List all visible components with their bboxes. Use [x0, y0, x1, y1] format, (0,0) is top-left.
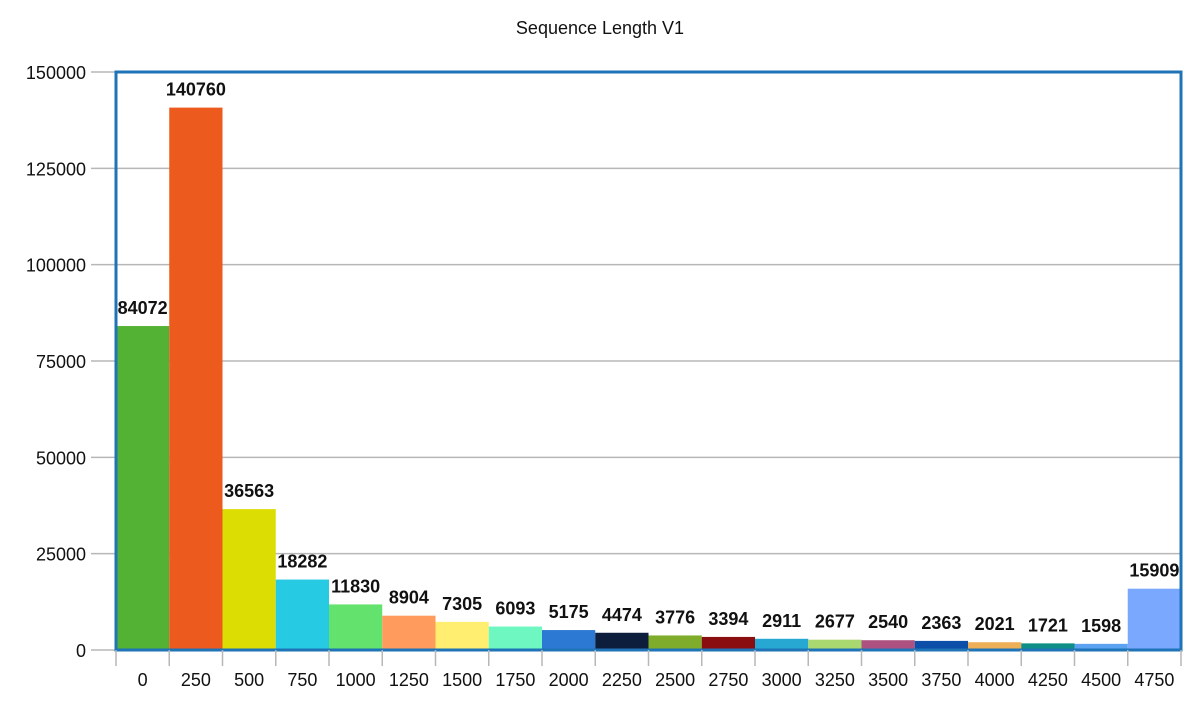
- x-tick-label: 4250: [1028, 670, 1068, 690]
- x-tick-label: 1500: [442, 670, 482, 690]
- bar-data-label: 2677: [815, 612, 855, 632]
- x-tick-label: 0: [138, 670, 148, 690]
- bar-data-label: 2911: [762, 611, 801, 631]
- bar: [1127, 588, 1181, 650]
- y-tick-label: 25000: [36, 545, 86, 565]
- bar: [542, 630, 596, 650]
- x-tick-label: 250: [181, 670, 211, 690]
- x-tick-label: 2250: [602, 670, 642, 690]
- x-tick-label: 3750: [921, 670, 961, 690]
- y-tick-label: 0: [76, 641, 86, 661]
- bar-data-label: 1598: [1081, 616, 1121, 636]
- x-tick-label: 1000: [336, 670, 376, 690]
- x-tick-label: 1750: [495, 670, 535, 690]
- bar: [914, 640, 968, 650]
- bar: [1021, 643, 1075, 650]
- bar: [1074, 643, 1128, 650]
- y-tick-label: 100000: [26, 256, 86, 276]
- bar-data-label: 7305: [442, 594, 482, 614]
- x-tick-label: 3500: [868, 670, 908, 690]
- bar-data-label: 3776: [655, 607, 695, 627]
- bar: [382, 615, 436, 650]
- bar: [648, 635, 702, 650]
- x-tick-label: 750: [287, 670, 317, 690]
- y-tick-label: 150000: [26, 63, 86, 83]
- x-tick-label: 4750: [1134, 670, 1174, 690]
- gridlines: [116, 71, 1181, 555]
- x-tick-label: 2750: [708, 670, 748, 690]
- bar: [275, 579, 329, 650]
- bar: [488, 626, 542, 650]
- bar: [861, 640, 915, 650]
- x-tick-label: 1250: [389, 670, 429, 690]
- bar-data-label: 6093: [495, 599, 535, 619]
- bar-data-label: 5175: [549, 602, 589, 622]
- bar: [808, 639, 862, 650]
- bar-data-label: 8904: [389, 588, 429, 608]
- y-tick-label: 125000: [26, 159, 86, 179]
- bar-data-label: 84072: [118, 298, 168, 318]
- bar: [435, 621, 489, 650]
- bar-data-label: 2363: [921, 613, 961, 633]
- bar: [329, 604, 383, 650]
- x-tick-label: 3000: [762, 670, 802, 690]
- chart-title: Sequence Length V1: [516, 18, 684, 38]
- x-tick-label: 4500: [1081, 670, 1121, 690]
- x-tick-label: 2500: [655, 670, 695, 690]
- y-tick-label: 50000: [36, 448, 86, 468]
- bar: [968, 642, 1022, 650]
- bar-data-label: 18282: [277, 552, 327, 572]
- bar: [701, 636, 755, 650]
- bar-data-label: 2021: [975, 614, 1015, 634]
- bar: [169, 107, 223, 650]
- y-axis-tick-labels: 0 25000 50000 75000 100000 125000 150000: [26, 63, 116, 661]
- bar-data-label: 4474: [602, 605, 642, 625]
- bar: [222, 509, 276, 650]
- bar: [116, 326, 170, 650]
- bar-data-label: 1721: [1028, 615, 1068, 635]
- bar: [595, 632, 649, 650]
- x-axis-ticks: 0 250 500 750 1000 1250 1500 1750 2000 2250 2500 27…: [115, 650, 1182, 690]
- x-tick-label: 500: [234, 670, 264, 690]
- bar-data-label: 11830: [331, 576, 380, 596]
- x-tick-label: 2000: [549, 670, 589, 690]
- bar-data-label: 2540: [868, 612, 908, 632]
- bar-data-label: 3394: [708, 609, 748, 629]
- x-tick-label: 4000: [975, 670, 1015, 690]
- bar: [755, 638, 809, 650]
- bar-data-label: 15909: [1129, 561, 1179, 581]
- bar-data-label: 140760: [166, 80, 226, 100]
- bars: [116, 107, 1181, 650]
- y-tick-label: 75000: [36, 352, 86, 372]
- x-tick-label: 3250: [815, 670, 855, 690]
- bar-data-label: 36563: [224, 481, 274, 501]
